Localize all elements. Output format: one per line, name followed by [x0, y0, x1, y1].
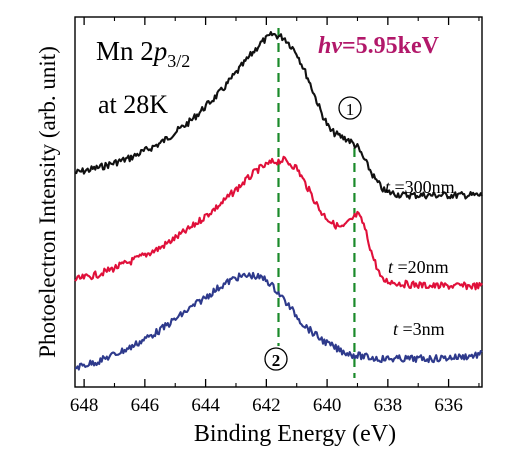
x-tick-label: 640 — [313, 395, 342, 416]
marker-1-badge: 1 — [338, 96, 362, 120]
temperature-label: at 28K — [98, 90, 168, 119]
y-axis-title: Photoelectron Intensity (arb. unit) — [35, 46, 60, 358]
series-label: t =3nm — [393, 319, 445, 339]
series-line — [75, 271, 483, 371]
series-label: t =20nm — [388, 257, 449, 277]
series-labels: t =300nm t =20nm t =3nm — [385, 177, 455, 339]
x-tick-label: 646 — [131, 395, 160, 416]
x-tick-label: 638 — [374, 395, 403, 416]
series-group — [74, 31, 483, 371]
x-tick-label: 644 — [191, 395, 220, 416]
series-label: t =300nm — [385, 177, 455, 197]
marker-2-badge: 2 — [264, 347, 288, 371]
marker-1-label: 1 — [346, 100, 355, 119]
element-label: Mn 2p3/2 — [96, 36, 190, 71]
plot-frame — [74, 16, 483, 388]
reference-lines — [277, 28, 356, 378]
x-tick-label: 636 — [434, 395, 463, 416]
x-axis-title: Binding Energy (eV) — [194, 421, 396, 447]
series-line — [74, 155, 483, 291]
x-tick-label: 642 — [252, 395, 281, 416]
x-ticks: 648 646 644 642 640 638 636 — [70, 17, 480, 416]
photon-energy-label: hv=5.95keV — [318, 33, 440, 59]
x-tick-label: 648 — [70, 395, 99, 416]
marker-2-label: 2 — [272, 351, 281, 370]
series-line — [74, 31, 483, 200]
